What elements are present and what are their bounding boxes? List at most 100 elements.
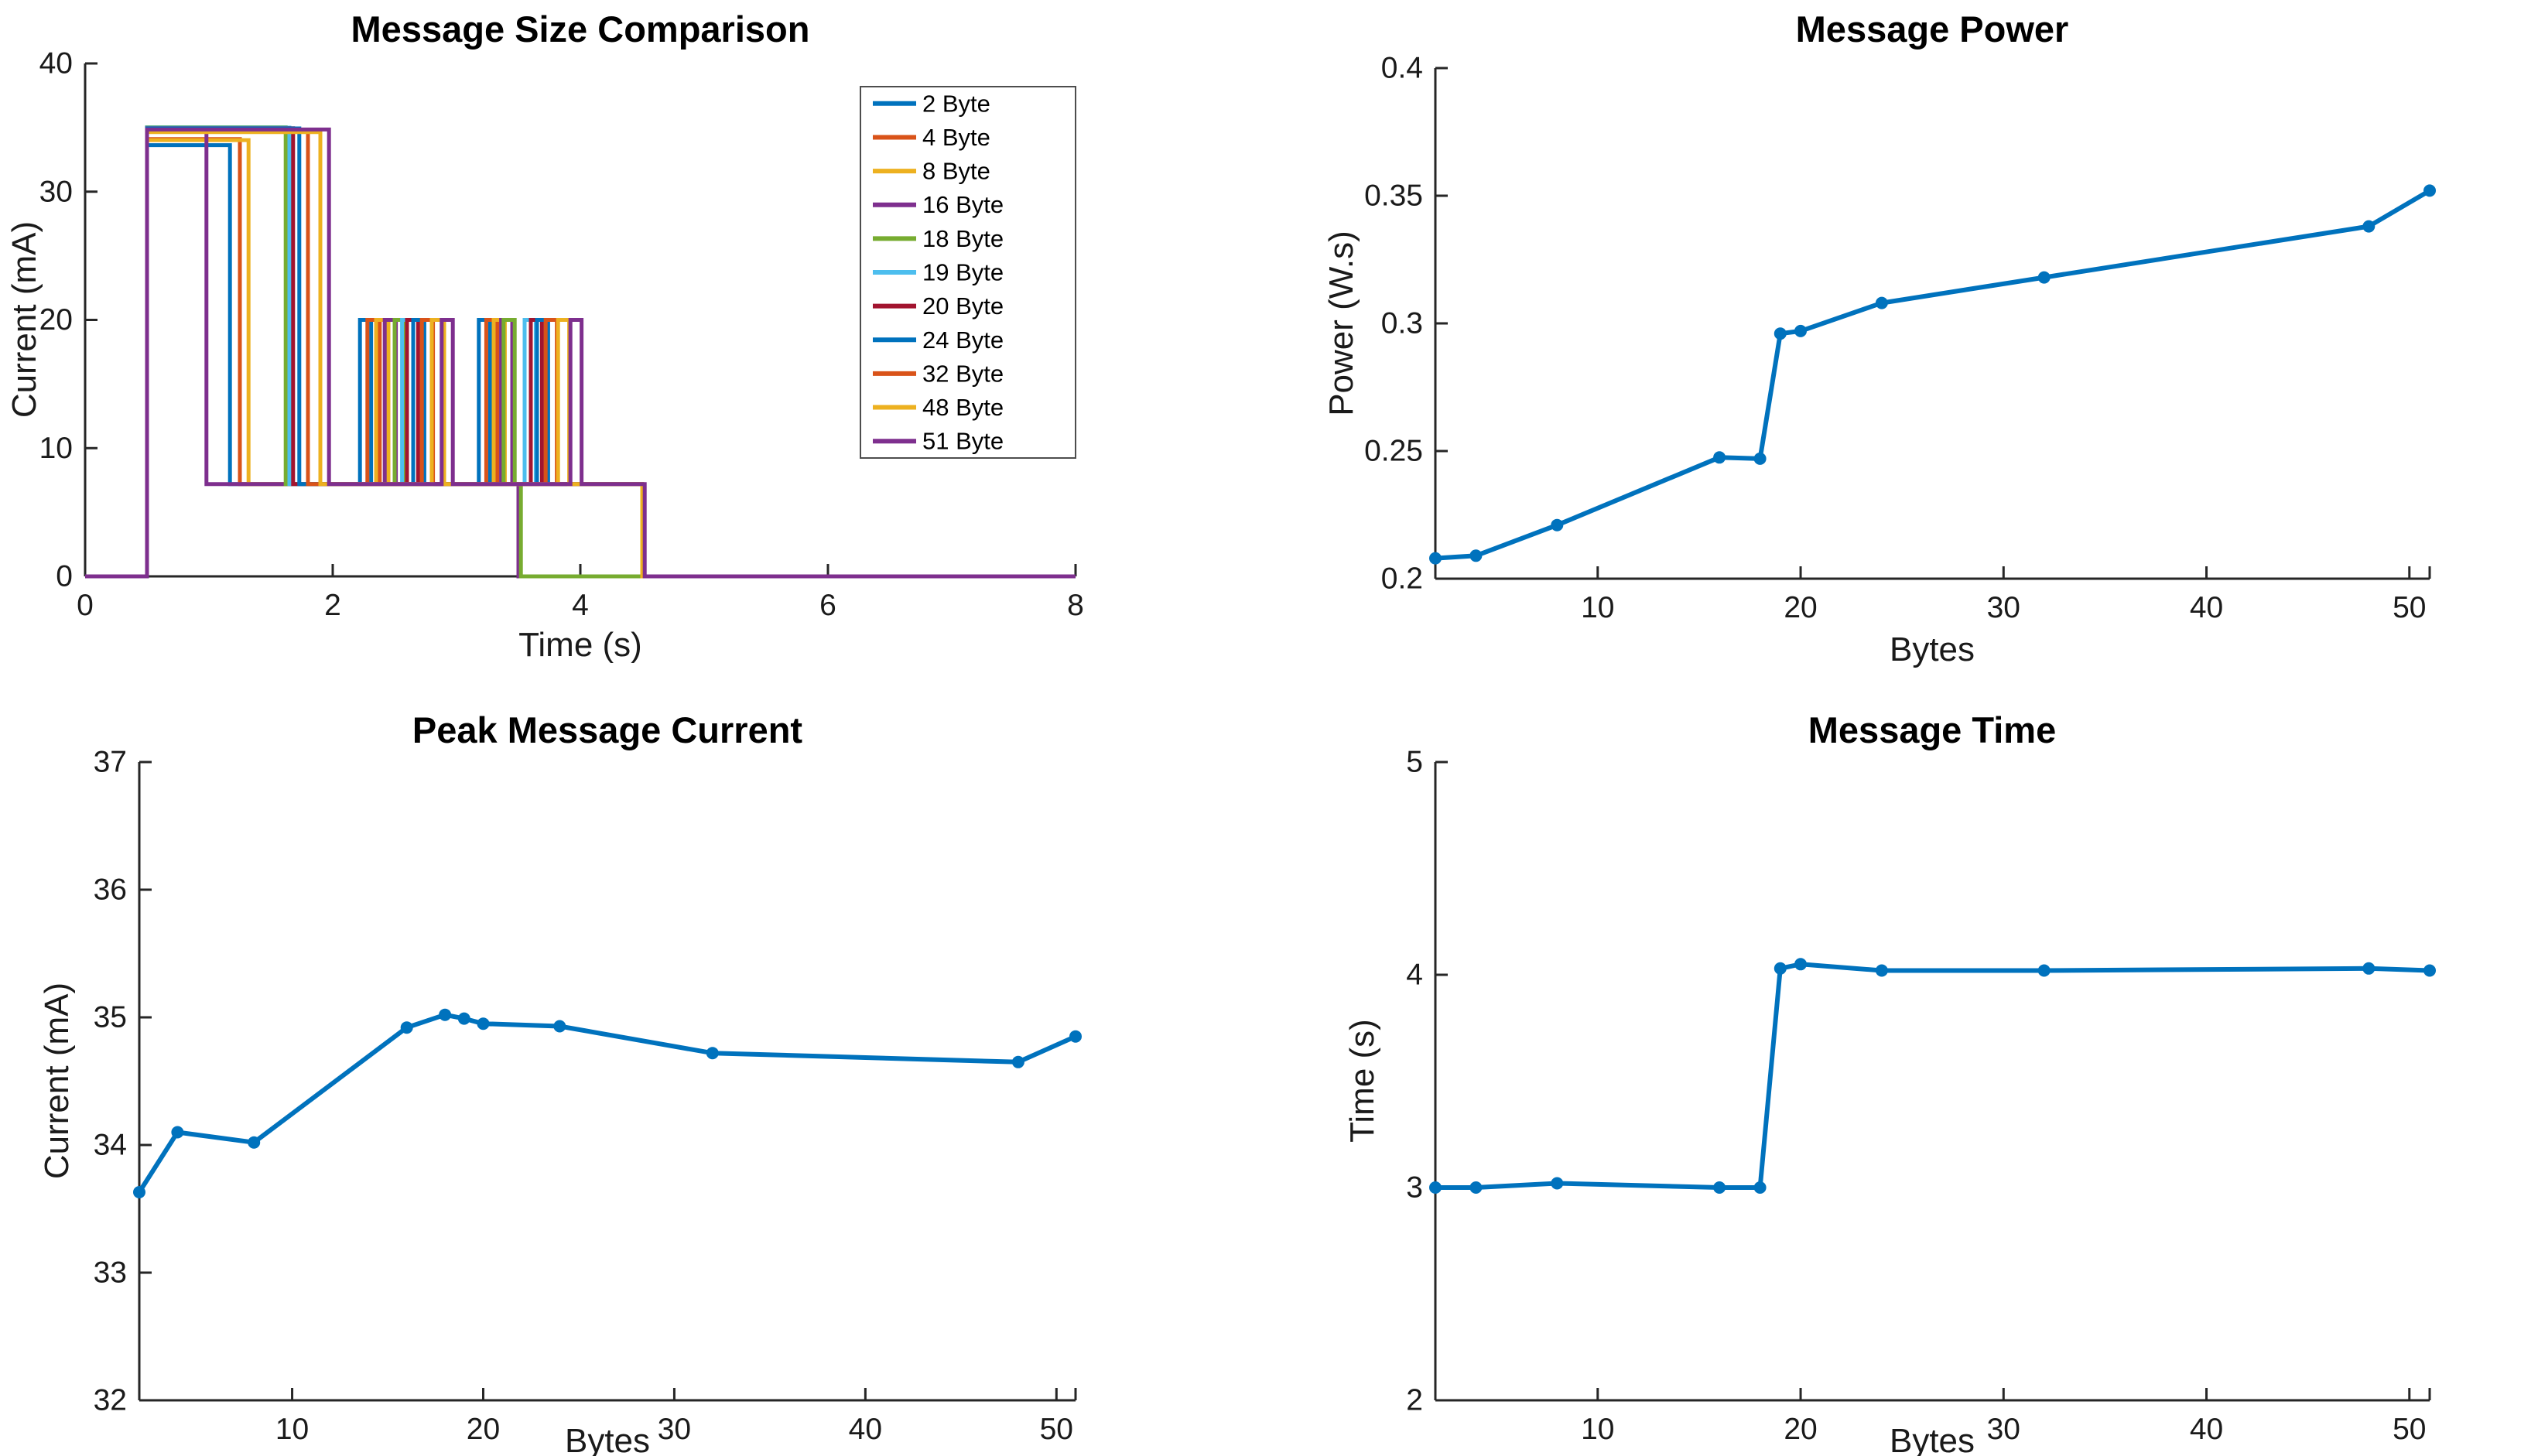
- legend-label: 32 Byte: [922, 360, 1004, 387]
- data-point-marker: [1551, 1177, 1564, 1190]
- y-tick-label: 37: [94, 746, 127, 779]
- data-point-marker: [1875, 296, 1888, 309]
- y-tick-label: 0.2: [1381, 562, 1423, 596]
- data-point-marker: [477, 1017, 490, 1030]
- x-tick-label: 2: [324, 589, 341, 622]
- data-point-marker: [1794, 324, 1807, 337]
- chart-title: Message Power: [1796, 9, 2069, 50]
- y-tick-label: 0.3: [1381, 307, 1423, 340]
- data-line: [137, 1012, 1078, 1195]
- x-tick-label: 4: [572, 589, 589, 622]
- y-tick-label: 0: [56, 560, 73, 593]
- data-point-marker: [1429, 552, 1442, 565]
- data-point-marker: [1713, 451, 1726, 464]
- x-axis-label: Bytes: [565, 1422, 650, 1456]
- data-point-marker: [439, 1008, 452, 1021]
- y-tick-label: 30: [39, 175, 73, 208]
- x-tick-label: 6: [819, 589, 836, 622]
- chart-message-time: Message Time Bytes Time (s) 2 3 4 5 10 20 30 40…: [1343, 709, 2436, 1456]
- data-point-marker: [706, 1047, 719, 1060]
- x-tick-label: 40: [849, 1413, 882, 1446]
- data-point-marker: [133, 1186, 145, 1198]
- x-tick-label: 30: [1987, 591, 2020, 624]
- x-tick-label: 8: [1067, 589, 1084, 622]
- series-line-51-byte: [85, 127, 1076, 579]
- y-tick-label: 4: [1406, 959, 1423, 992]
- y-tick-label: 34: [94, 1129, 127, 1162]
- data-point-marker: [553, 1020, 566, 1033]
- y-tick-label: 36: [94, 873, 127, 907]
- legend-label: 18 Byte: [922, 225, 1004, 252]
- data-point-marker: [1753, 452, 1767, 465]
- legend-label: 4 Byte: [922, 124, 990, 151]
- x-tick-label: 30: [658, 1413, 691, 1446]
- y-axis-label: Current (mA): [38, 983, 76, 1179]
- data-point-marker: [1774, 327, 1787, 340]
- plot-area: 2 3 4 5 10 20 30 40 50: [1406, 746, 2436, 1446]
- data-point-marker: [1774, 962, 1787, 975]
- data-point-marker: [2037, 271, 2051, 284]
- data-point-marker: [2423, 964, 2436, 977]
- data-point-marker: [1429, 1181, 1442, 1194]
- x-tick-label: 10: [275, 1413, 309, 1446]
- x-tick-label: 10: [1581, 591, 1614, 624]
- data-point-marker: [1794, 958, 1807, 971]
- data-point-marker: [2423, 184, 2436, 197]
- data-point-marker: [1753, 1181, 1767, 1194]
- x-tick-label: 40: [2190, 1413, 2223, 1446]
- legend-label: 51 Byte: [922, 428, 1004, 455]
- plot-area: 0 10 20 30 40 0 2 4 6 8 2 Byte 4 Byte 8 Byte 16 Byte 1…: [39, 47, 1084, 623]
- legend-label: 8 Byte: [922, 158, 990, 185]
- chart-title: Message Time: [1808, 709, 2056, 750]
- data-point-marker: [1069, 1030, 1082, 1043]
- x-tick-label: 20: [1784, 591, 1817, 624]
- legend-label: 16 Byte: [922, 191, 1004, 218]
- data-point-marker: [171, 1126, 184, 1139]
- x-tick-label: 40: [2190, 591, 2223, 624]
- data-line: [1433, 962, 2432, 1190]
- chart-title: Peak Message Current: [412, 709, 803, 750]
- x-tick-label: 0: [77, 589, 94, 622]
- y-tick-label: 40: [39, 47, 73, 80]
- legend-label: 2 Byte: [922, 90, 990, 117]
- y-tick-label: 2: [1406, 1384, 1423, 1417]
- legend-label: 48 Byte: [922, 394, 1004, 421]
- y-tick-label: 20: [39, 303, 73, 337]
- chart-title: Message Size Comparison: [351, 9, 810, 50]
- y-tick-label: 0.4: [1381, 52, 1423, 85]
- data-point-marker: [2362, 220, 2376, 233]
- chart-message-size-comparison: Message Size Comparison Time (s) Current…: [5, 9, 1084, 664]
- data-point-marker: [1551, 518, 1564, 531]
- y-axis-label: Current (mA): [5, 221, 43, 418]
- y-tick-label: 33: [94, 1256, 127, 1290]
- y-tick-label: 35: [94, 1001, 127, 1034]
- plot-area: 32 33 34 35 36 37 10 20 30 40 50: [94, 746, 1082, 1446]
- data-point-marker: [248, 1136, 261, 1149]
- x-tick-label: 30: [1987, 1413, 2020, 1446]
- data-point-marker: [1469, 549, 1483, 562]
- data-point-marker: [1713, 1181, 1726, 1194]
- x-tick-label: 10: [1581, 1413, 1614, 1446]
- data-point-marker: [2037, 964, 2051, 977]
- x-tick-label: 20: [467, 1413, 500, 1446]
- legend-label: 20 Byte: [922, 292, 1004, 320]
- data-point-marker: [1011, 1055, 1024, 1068]
- x-axis-label: Bytes: [1890, 1422, 1975, 1456]
- y-tick-label: 3: [1406, 1171, 1423, 1205]
- y-tick-label: 10: [39, 432, 73, 465]
- y-tick-label: 0.35: [1364, 179, 1423, 213]
- legend-label: 19 Byte: [922, 259, 1004, 286]
- data-point-marker: [400, 1021, 413, 1034]
- chart-peak-message-current: Peak Message Current Bytes Current (mA) …: [38, 709, 1082, 1456]
- data-point-marker: [457, 1012, 470, 1025]
- chart-message-power: Message Power Bytes Power (W.s) 0.20.250…: [1322, 9, 2436, 668]
- data-point-marker: [1469, 1181, 1483, 1194]
- data-point-marker: [2362, 962, 2376, 975]
- data-point-marker: [1875, 964, 1888, 977]
- x-tick-label: 50: [1040, 1413, 1073, 1446]
- x-tick-label: 20: [1784, 1413, 1817, 1446]
- x-tick-label: 50: [2393, 591, 2426, 624]
- legend-label: 24 Byte: [922, 326, 1004, 354]
- plot-area: 0.2 0.25 0.3 0.35 0.4 10 20 30 40 50: [1364, 52, 2436, 624]
